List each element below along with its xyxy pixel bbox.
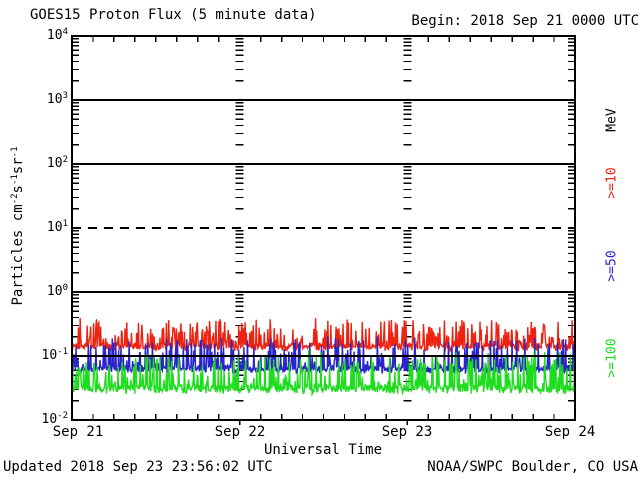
y-tick-label-10e0: 100 [46, 283, 68, 299]
x-tick-sep24: Sep 24 [544, 424, 596, 440]
begin-timestamp: Begin: 2018 Sep 21 0000 UTC [411, 13, 639, 29]
y-tick-label-10e1: 101 [46, 219, 68, 235]
y-axis-title: Particles cm-2s-1sr-1 [10, 146, 26, 306]
y-tick-label-10e4: 104 [46, 27, 68, 43]
x-axis-title: Universal Time [263, 442, 383, 458]
chart-title: GOES15 Proton Flux (5 minute data) [30, 7, 317, 23]
noaa-swpc-credit: NOAA/SWPC Boulder, CO USA [427, 459, 638, 475]
y-tick-label-10e3: 103 [46, 91, 68, 107]
updated-timestamp: Updated 2018 Sep 23 23:56:02 UTC [3, 459, 273, 475]
plot-frame [71, 35, 576, 421]
legend-label-gte50: >=50 [604, 250, 620, 282]
series-trace-gte100 [71, 349, 576, 397]
y-tick-label-10e-2: 10-2 [41, 411, 69, 427]
y-tick-label-10e-1: 10-1 [41, 347, 69, 363]
x-tick-sep23: Sep 23 [381, 424, 433, 440]
series-trace-gte10 [71, 317, 576, 353]
legend-label-gte10: >=10 [604, 167, 620, 199]
x-tick-sep21: Sep 21 [52, 424, 104, 440]
legend-label-gte100: >=100 [604, 338, 620, 378]
y-tick-label-10e2: 102 [46, 155, 68, 171]
mev-unit-label: MeV [604, 108, 620, 132]
x-tick-sep22: Sep 22 [214, 424, 266, 440]
